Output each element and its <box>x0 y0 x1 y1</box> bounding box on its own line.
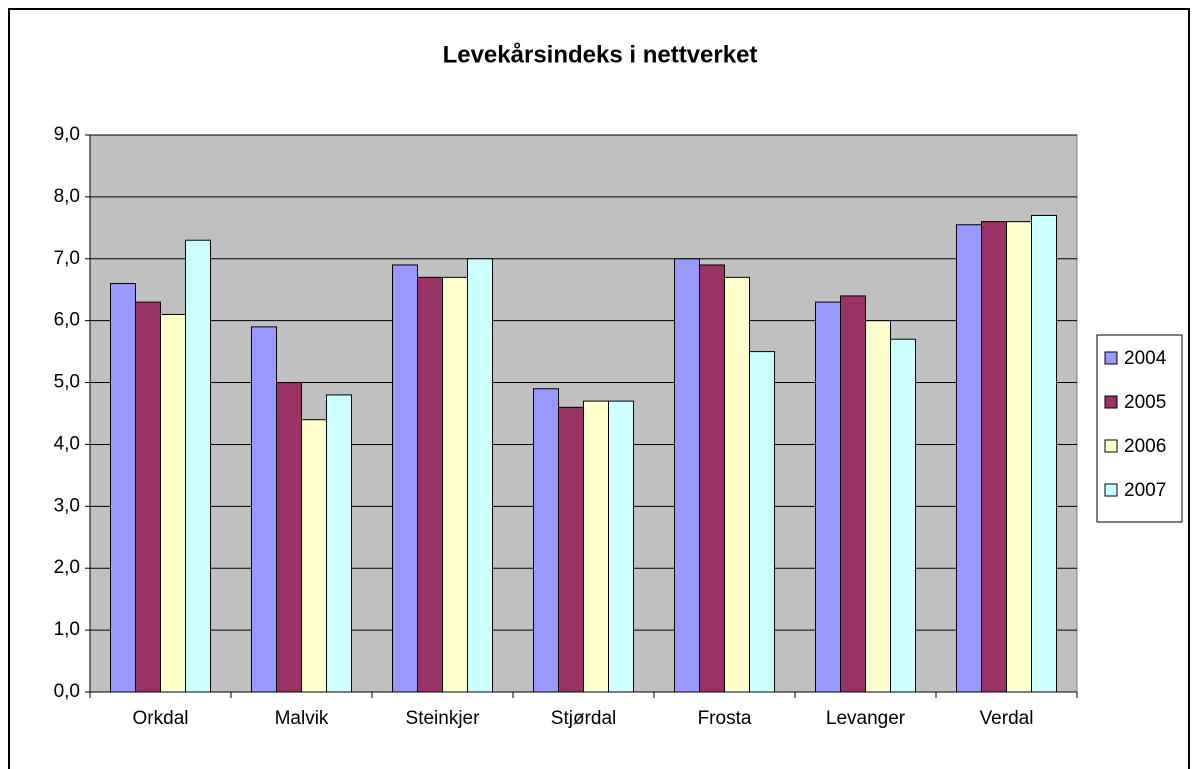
bar <box>724 276 750 693</box>
bar <box>981 221 1007 693</box>
y-tick-label: 2,0 <box>54 557 80 578</box>
x-tick-label: Malvik <box>275 708 329 729</box>
y-tick-label: 3,0 <box>54 495 80 516</box>
bar <box>815 301 841 693</box>
x-tick-label: Frosta <box>698 708 752 729</box>
bar <box>185 239 211 693</box>
x-tick-label: Steinkjer <box>406 708 481 729</box>
bar <box>608 400 634 693</box>
bar <box>110 283 136 693</box>
bar <box>840 295 866 693</box>
bar <box>392 264 418 693</box>
y-tick-label: 0,0 <box>54 681 80 702</box>
y-tick-label: 1,0 <box>54 619 80 640</box>
legend-swatch <box>1104 351 1118 365</box>
bar <box>417 276 443 693</box>
bar <box>583 400 609 693</box>
bar <box>1006 221 1032 693</box>
y-tick-label: 9,0 <box>54 124 80 145</box>
y-tick-label: 6,0 <box>54 310 80 331</box>
bar <box>301 419 327 693</box>
bar <box>1031 214 1057 693</box>
bar <box>699 264 725 693</box>
bar <box>749 351 775 693</box>
y-tick-label: 8,0 <box>54 186 80 207</box>
x-tick-label: Orkdal <box>133 708 189 729</box>
y-tick-label: 4,0 <box>54 433 80 454</box>
chart-title: Levekårsindeks i nettverket <box>443 41 758 68</box>
bar <box>442 276 468 693</box>
bar <box>251 326 277 693</box>
legend-label: 2007 <box>1124 480 1166 501</box>
bar <box>467 258 493 693</box>
legend-swatch <box>1104 483 1118 497</box>
y-tick-label: 5,0 <box>54 372 80 393</box>
bar <box>558 406 584 693</box>
bar <box>865 320 891 693</box>
legend-swatch <box>1104 395 1118 409</box>
bar <box>276 382 302 693</box>
bar <box>326 394 352 693</box>
bar <box>160 313 186 693</box>
legend-label: 2004 <box>1124 348 1167 369</box>
y-tick-label: 7,0 <box>54 248 80 269</box>
legend-swatch <box>1104 439 1118 453</box>
bar <box>674 258 700 693</box>
legend-label: 2005 <box>1124 392 1166 413</box>
x-tick-label: Verdal <box>980 708 1034 729</box>
x-tick-label: Levanger <box>826 708 906 729</box>
x-tick-label: Stjørdal <box>551 708 616 729</box>
bar <box>135 301 161 693</box>
legend-label: 2006 <box>1124 436 1166 457</box>
bar <box>533 388 559 693</box>
bar <box>890 338 916 693</box>
bar <box>956 224 982 693</box>
